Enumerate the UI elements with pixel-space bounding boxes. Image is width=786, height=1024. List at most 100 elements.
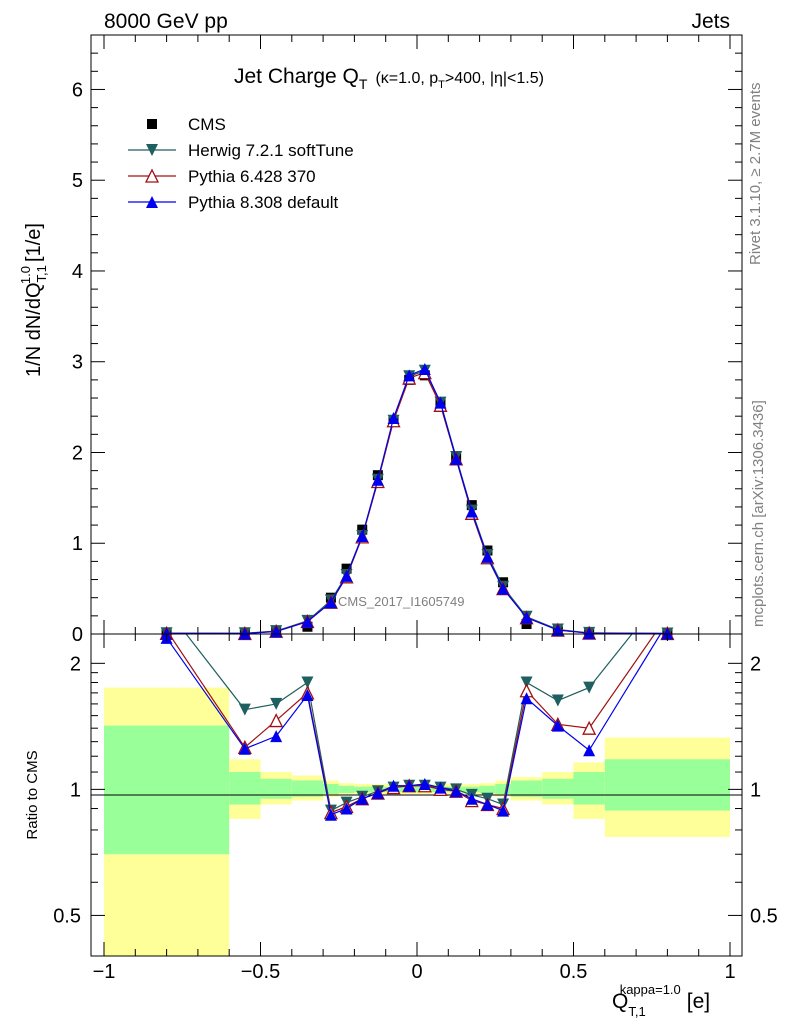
legend-label: Pythia 8.308 default <box>188 193 339 212</box>
ratio-ytick-label: 0.5 <box>53 905 81 927</box>
legend: CMS Herwig 7.2.1 softTune Pythia 6.428 370… <box>128 115 354 212</box>
chart-title: Jet Charge QT (κ=1.0, pT>400, |η|<1.5) <box>234 65 544 92</box>
ratio-point <box>356 792 369 805</box>
ratio-band-inner <box>338 785 355 794</box>
ratio-line <box>166 634 662 816</box>
data-point <box>356 529 369 542</box>
main-ytick-label: 5 <box>72 170 83 192</box>
ratio-point <box>340 802 353 815</box>
ratio-point <box>583 681 596 694</box>
ratio-ytick-label-right: 1 <box>750 779 761 801</box>
legend-entry: Pythia 6.428 370 <box>128 167 316 186</box>
main-series-pythia-8-308-default <box>160 362 674 640</box>
ratio-panel: 0.5 0.5 1 1 2 2 −1 −0.5 0 0.5 1 <box>53 633 778 983</box>
ratio-point <box>301 676 314 689</box>
legend-label: Herwig 7.2.1 softTune <box>188 141 354 160</box>
ratio-band-inner <box>229 772 261 805</box>
legend-marker <box>146 196 158 208</box>
ratio-band-inner <box>291 780 324 797</box>
ratio-point <box>582 720 597 735</box>
ratio-point <box>269 713 284 728</box>
ratio-band-inner <box>573 772 605 805</box>
ratio-ytick-label: 1 <box>70 779 81 801</box>
header-left: 8000 GeV pp <box>104 10 228 33</box>
legend-marker <box>147 119 157 129</box>
watermark: CMS_2017_I1605749 <box>338 594 465 609</box>
ratio-point <box>583 744 596 757</box>
ratio-point <box>403 779 416 792</box>
main-series-layer <box>159 362 675 641</box>
ratio-point <box>520 692 533 705</box>
ratio-point <box>465 792 478 805</box>
ratio-axis-ticks: 0.5 0.5 1 1 2 2 −1 −0.5 0 0.5 1 <box>53 634 778 983</box>
ratio-point <box>238 703 251 716</box>
data-point <box>551 624 564 637</box>
ratio-band-inner <box>510 780 543 797</box>
ratio-point <box>520 676 533 689</box>
ratio-band-inner <box>542 778 574 799</box>
ratio-point <box>270 697 283 710</box>
ratio-y-axis-label: Ratio to CMS <box>24 750 41 839</box>
main-ytick-label: 0 <box>72 624 83 646</box>
legend-marker <box>144 168 160 183</box>
data-point <box>341 563 352 574</box>
ratio-point <box>434 781 447 794</box>
legend-label: CMS <box>188 115 226 134</box>
main-axis-ticks: 0 1 2 3 4 5 6 <box>72 34 742 646</box>
main-ytick-label: 1 <box>72 533 83 555</box>
ratio-point <box>324 808 337 821</box>
data-point <box>418 362 431 375</box>
xtick-label: −1 <box>93 961 116 983</box>
ratio-point <box>497 804 510 817</box>
main-ytick-label: 2 <box>72 442 83 464</box>
ratio-ytick-label: 2 <box>70 653 81 675</box>
mcplots-label: mcplots.cern.ch [arXiv:1306.3436] <box>750 400 767 627</box>
ratio-point <box>238 742 251 755</box>
ratio-bands <box>104 687 730 956</box>
xtick-label: 1 <box>724 961 735 983</box>
ratio-band-inner <box>354 786 480 793</box>
data-point <box>450 452 463 465</box>
data-point <box>324 596 337 609</box>
ratio-band-inner <box>323 783 339 794</box>
data-point <box>238 627 251 640</box>
ratio-ytick-label-right: 2 <box>750 653 761 675</box>
data-point <box>160 627 173 640</box>
ratio-series-pythia-8-308-default <box>160 634 662 821</box>
x-axis-label: QT,1kappa=1.0[e] <box>612 982 710 1019</box>
main-y-axis-label: 1/N dN/dQT,11.0[1/e] <box>18 223 49 377</box>
ratio-series-layer <box>160 634 662 821</box>
ratio-band-inner <box>604 759 730 811</box>
ratio-point <box>450 785 463 798</box>
legend-label: Pythia 6.428 370 <box>188 167 316 186</box>
data-point <box>497 582 510 595</box>
main-ytick-label: 6 <box>72 79 83 101</box>
ratio-ytick-label-right: 0.5 <box>750 905 778 927</box>
ratio-band-inner <box>104 725 230 855</box>
xtick-label: 0 <box>411 961 422 983</box>
rivet-version-label: Rivet 3.1.10, ≥ 2.7M events <box>747 83 764 266</box>
data-point <box>403 369 416 382</box>
data-point <box>270 625 283 638</box>
series-line <box>166 368 668 635</box>
legend-marker <box>146 144 158 156</box>
main-panel: 0 1 2 3 4 5 6 <box>72 34 743 646</box>
data-point <box>481 550 494 563</box>
legend-entry: Pythia 8.308 default <box>128 193 339 212</box>
ratio-point <box>371 787 384 800</box>
ratio-point <box>551 719 564 732</box>
ratio-band-inner <box>495 783 511 794</box>
data-point <box>434 396 447 409</box>
ratio-point <box>387 779 400 792</box>
data-point <box>387 411 400 424</box>
legend-entry: CMS <box>147 115 226 134</box>
ratio-point <box>481 798 494 811</box>
data-point <box>371 473 384 486</box>
data-point <box>583 627 596 640</box>
data-point <box>520 611 533 624</box>
ratio-point <box>301 689 314 702</box>
data-point <box>661 627 674 640</box>
xtick-label: 0.5 <box>560 961 588 983</box>
ratio-series-clip <box>160 634 662 821</box>
